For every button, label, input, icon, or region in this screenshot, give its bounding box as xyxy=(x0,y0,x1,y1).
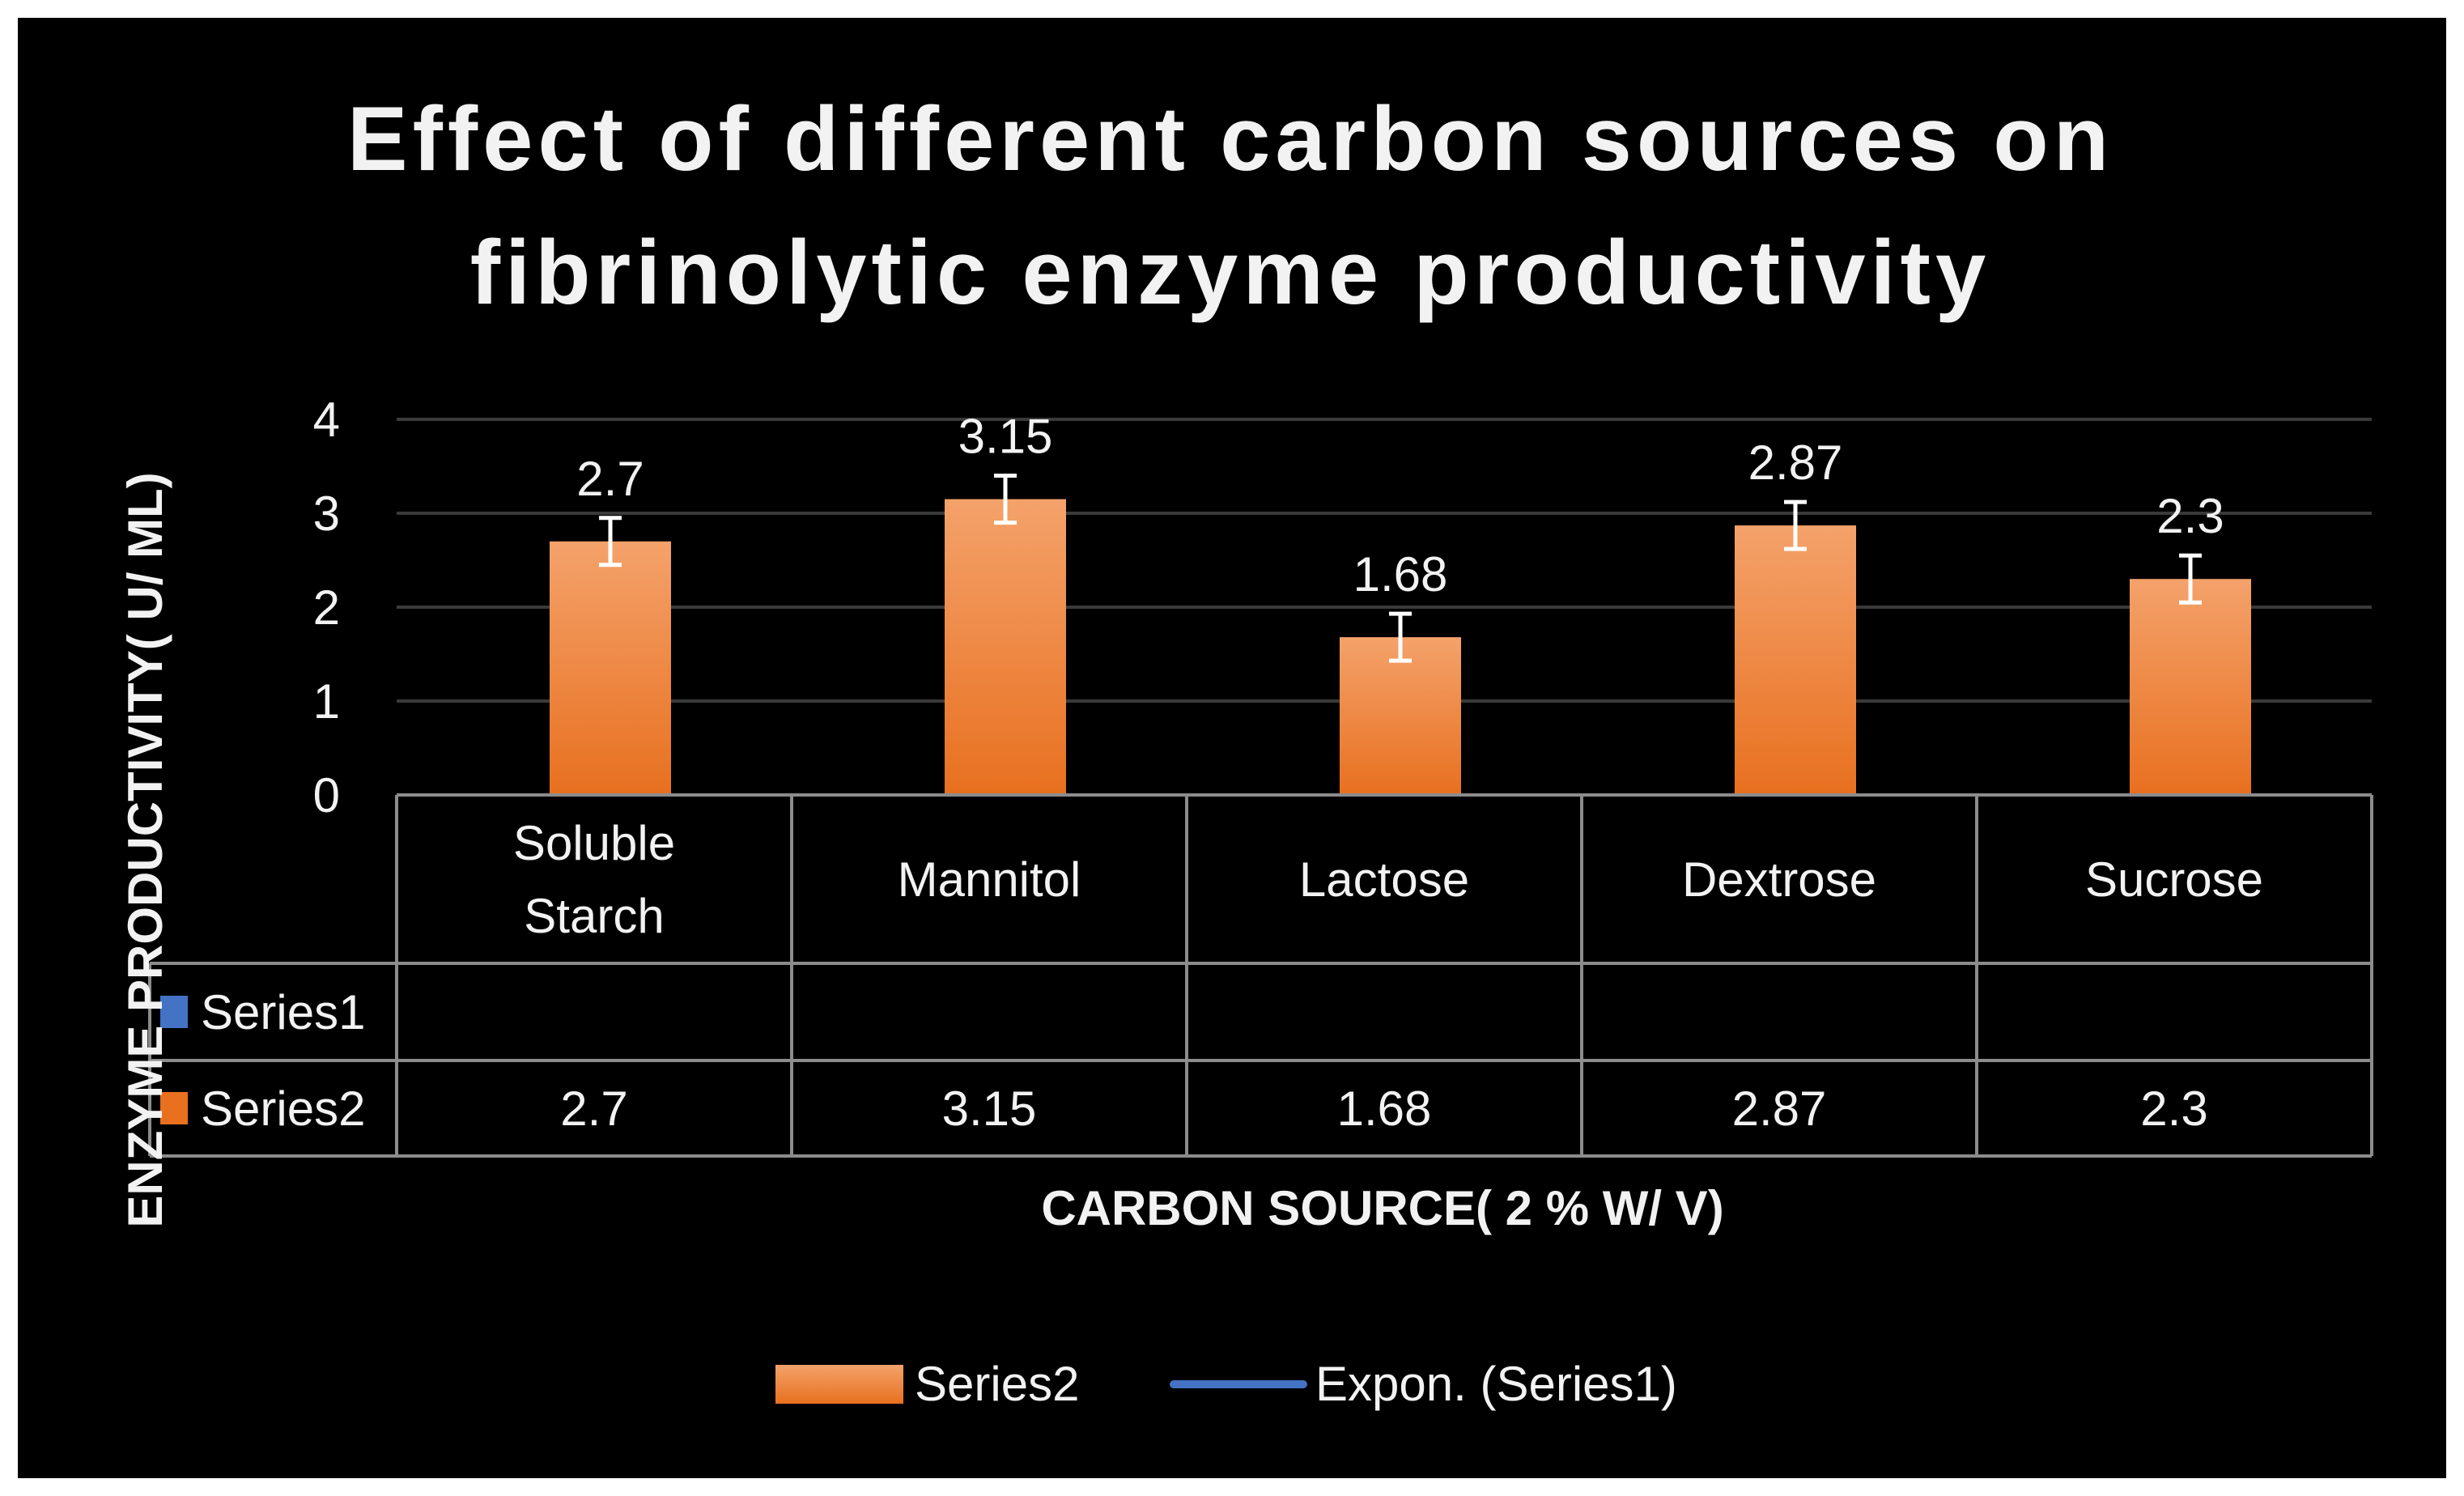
category-label: Starch xyxy=(524,889,664,943)
chart-title-line-2: fibrinolytic enzyme productivity xyxy=(470,222,1991,323)
data-label: 2.7 xyxy=(576,452,644,506)
y-tick-label: 3 xyxy=(313,487,340,541)
error-bar xyxy=(2179,553,2202,605)
data-table: Soluble Starch Mannitol Lactose Dextrose Sucr… xyxy=(148,793,2373,1158)
data-label: 3.15 xyxy=(958,410,1053,464)
category-label: Lactose xyxy=(1299,852,1469,907)
bar xyxy=(2130,579,2251,795)
category-label: Soluble xyxy=(513,816,675,870)
chart-background xyxy=(18,18,2446,1478)
table-cell: 2.7 xyxy=(560,1082,627,1136)
legend: Series2 Expon. (Series1) xyxy=(775,1357,1677,1411)
y-tick-label: 1 xyxy=(313,674,340,729)
y-axis-label: ENZYME PRODUCTIVITY( U/ ML) xyxy=(118,472,172,1227)
error-bar xyxy=(1784,499,1807,551)
bar xyxy=(945,499,1066,795)
legend-label-series2: Series2 xyxy=(915,1357,1079,1411)
bars xyxy=(550,499,2251,795)
table-cell: 1.68 xyxy=(1337,1082,1432,1136)
error-bars xyxy=(599,474,2202,663)
data-label: 1.68 xyxy=(1353,547,1448,601)
table-series-name: Series2 xyxy=(201,1082,365,1136)
bar xyxy=(550,541,671,795)
table-cell: 3.15 xyxy=(942,1082,1037,1136)
data-label: 2.3 xyxy=(2156,489,2224,543)
bar xyxy=(1735,525,1856,795)
table-cell: 2.3 xyxy=(2140,1082,2207,1136)
category-label: Dextrose xyxy=(1682,852,1876,907)
bar xyxy=(1340,637,1461,795)
y-tick-label: 2 xyxy=(313,580,340,635)
category-label: Sucrose xyxy=(2085,852,2263,907)
error-bar xyxy=(599,516,622,567)
legend-swatch-series2 xyxy=(775,1365,903,1404)
table-series-swatch xyxy=(160,1092,188,1124)
data-label: 2.87 xyxy=(1748,436,1843,490)
y-tick-label: 4 xyxy=(313,393,340,447)
error-bar xyxy=(1389,611,1412,663)
error-bar xyxy=(994,474,1017,525)
category-label: Mannitol xyxy=(898,852,1081,907)
table-series-name: Series1 xyxy=(201,985,365,1039)
x-axis-label: CARBON SOURCE( 2 % W/ V) xyxy=(1041,1181,1723,1235)
y-axis-ticks: 0 1 2 3 4 xyxy=(313,393,340,822)
gridlines xyxy=(397,418,2372,703)
y-tick-label: 0 xyxy=(313,768,340,822)
table-cell: 2.87 xyxy=(1732,1082,1827,1136)
chart-title-line-1: Effect of different carbon sources on xyxy=(347,88,2114,189)
table-series-swatch xyxy=(160,996,188,1028)
data-labels: 2.7 3.15 1.68 2.87 2.3 xyxy=(576,410,2224,602)
legend-label-expon-series1: Expon. (Series1) xyxy=(1315,1357,1677,1411)
